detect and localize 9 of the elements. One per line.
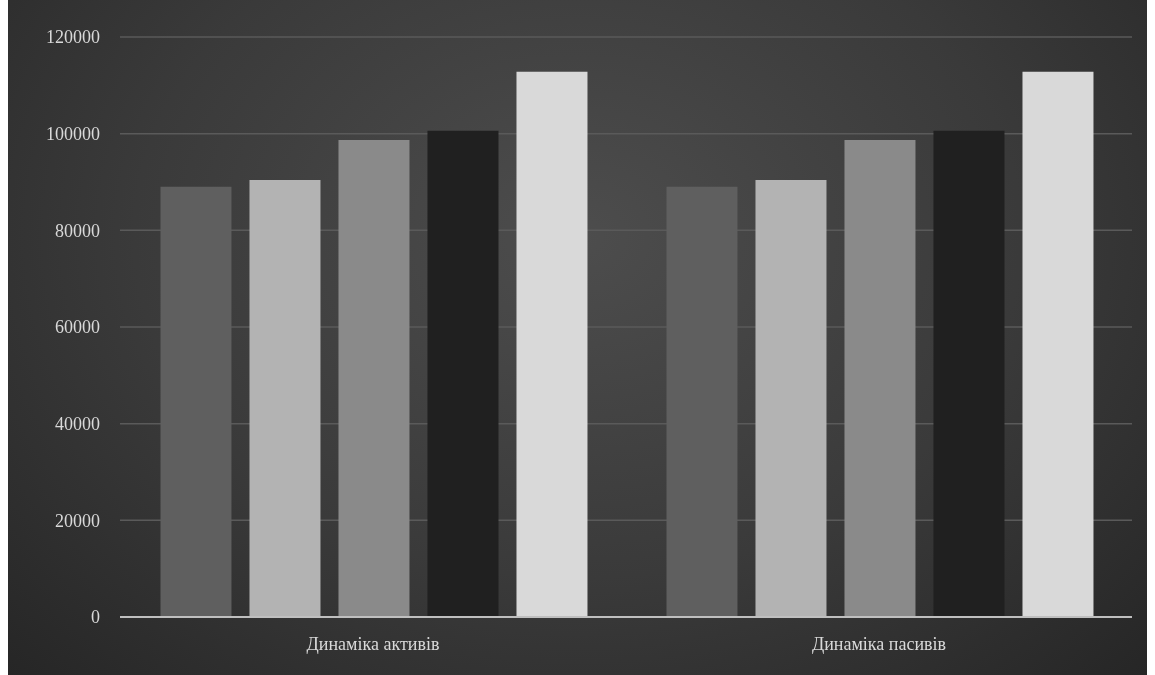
y-tick-label: 100000 [46, 124, 100, 145]
y-tick-label: 20000 [55, 510, 100, 531]
x-tick-label: Динаміка пасивів [811, 633, 947, 654]
y-tick-label: 80000 [55, 220, 100, 241]
y-tick-label: 120000 [46, 27, 100, 48]
y-tick-label: 40000 [55, 414, 100, 435]
x-tick-label: Динаміка активів [306, 633, 440, 654]
y-tick-label: 60000 [55, 317, 100, 338]
y-tick-label: 0 [91, 607, 100, 628]
